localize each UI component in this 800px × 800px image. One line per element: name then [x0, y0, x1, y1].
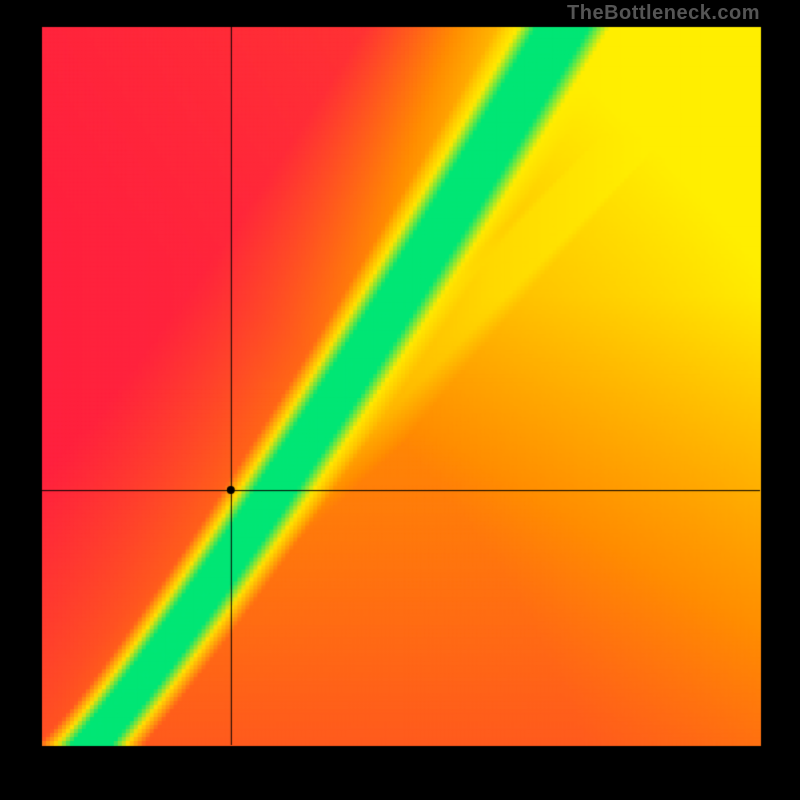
- bottleneck-heatmap: [0, 0, 800, 800]
- watermark-text: TheBottleneck.com: [567, 2, 760, 25]
